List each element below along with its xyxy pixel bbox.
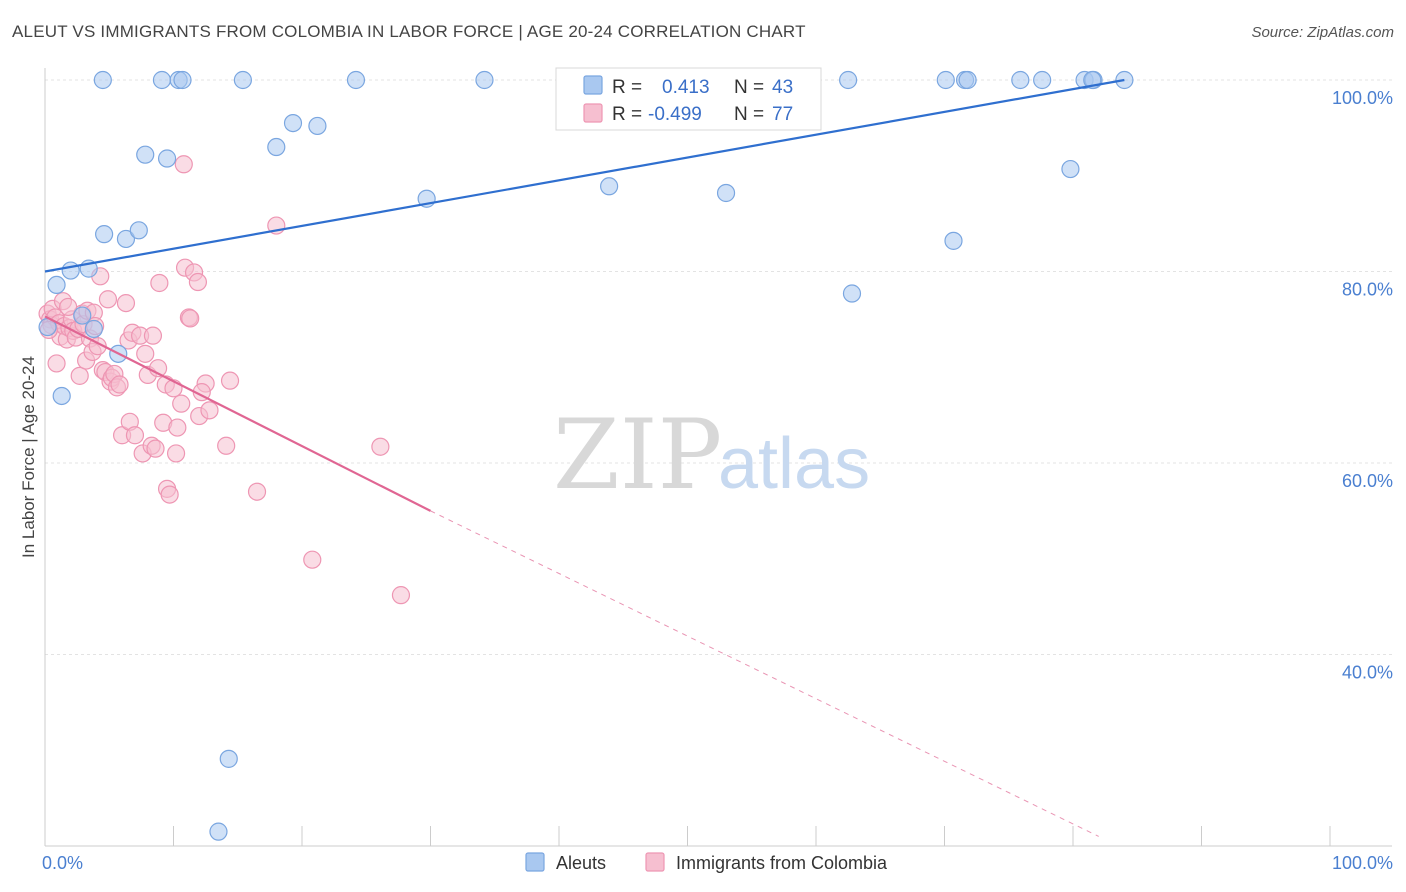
colombia-trend-line-extension — [430, 510, 1099, 837]
aleut-trend-line — [44, 78, 1125, 273]
legend-n-value-2: 77 — [772, 104, 793, 125]
trend-lines — [44, 78, 1125, 837]
watermark-atlas: atlas — [718, 424, 870, 504]
aleut-point — [47, 275, 66, 295]
aleut-point — [283, 113, 303, 133]
aleut-point — [93, 70, 112, 90]
aleut-point — [346, 70, 366, 90]
colombia-point — [98, 290, 118, 309]
aleut-point — [944, 231, 963, 250]
y-axis-label: In Labor Force | Age 20-24 — [19, 356, 38, 558]
x-tick-label-min: 0.0% — [42, 853, 83, 873]
watermark-zip: ZIP — [553, 399, 722, 511]
aleut-point — [267, 137, 286, 157]
aleut-point — [157, 149, 177, 168]
x-tick-labels: 0.0% 100.0% — [42, 853, 1393, 873]
aleut-point — [219, 749, 238, 768]
aleut-point — [209, 822, 228, 841]
legend-r-label-2: R = — [612, 104, 642, 125]
aleut-point — [1011, 70, 1030, 90]
legend-n-label-1: N = — [734, 77, 764, 98]
aleut-point — [116, 229, 136, 249]
colombia-point — [116, 293, 136, 313]
bottom-legend-swatch-colombia — [645, 852, 665, 872]
legend-box: R = 0.413 N = 43 R = -0.499 N = 77 — [555, 67, 822, 131]
grid-lines — [45, 79, 1392, 655]
colombia-point — [217, 436, 236, 455]
legend-swatch-aleuts — [583, 75, 603, 95]
colombia-point — [172, 394, 191, 413]
colombia-point — [220, 371, 240, 390]
colombia-point — [59, 297, 78, 317]
colombia-point — [181, 309, 200, 328]
colombia-points — [38, 155, 411, 605]
colombia-point — [168, 418, 187, 437]
source-credit: Source: ZipAtlas.com — [1251, 24, 1394, 41]
colombia-point — [136, 344, 155, 363]
aleut-point — [73, 306, 92, 325]
colombia-point — [391, 586, 411, 605]
bottom-legend-aleuts: Aleuts — [556, 853, 606, 873]
colombia-point — [125, 426, 145, 445]
colombia-point — [143, 326, 163, 345]
bottom-legend: Aleuts Immigrants from Colombia — [525, 852, 888, 873]
aleut-point — [958, 70, 977, 90]
y-tick-label-60: 60.0% — [1342, 471, 1393, 491]
aleut-point — [136, 145, 155, 164]
colombia-trend-line — [44, 315, 431, 512]
colombia-point — [110, 375, 129, 394]
colombia-point — [188, 272, 208, 292]
colombia-point — [166, 444, 186, 463]
aleut-point — [936, 70, 955, 90]
colombia-point — [303, 550, 322, 569]
watermark: ZIP atlas — [553, 399, 870, 511]
bottom-legend-swatch-aleuts — [525, 852, 545, 872]
legend-n-value-1: 43 — [772, 77, 793, 98]
legend-r-label-1: R = — [612, 77, 642, 98]
aleut-point — [1033, 70, 1052, 90]
aleut-point — [475, 70, 494, 90]
aleut-point — [173, 70, 192, 90]
aleut-point — [308, 116, 327, 136]
colombia-point — [146, 439, 165, 458]
aleut-point — [152, 70, 172, 90]
aleut-point — [716, 183, 736, 203]
aleut-point — [52, 386, 71, 406]
aleut-points — [38, 70, 1134, 841]
colombia-point — [150, 273, 169, 293]
aleut-point — [600, 177, 619, 196]
aleut-point — [233, 70, 252, 90]
axes — [44, 68, 1392, 847]
aleut-point — [61, 261, 80, 280]
y-tick-labels: 40.0% 60.0% 80.0% 100.0% — [1332, 88, 1393, 683]
legend-n-label-2: N = — [734, 104, 764, 125]
y-tick-label-80: 80.0% — [1342, 280, 1393, 300]
aleut-point — [1061, 159, 1080, 179]
aleut-point — [839, 70, 858, 90]
bottom-legend-colombia: Immigrants from Colombia — [676, 853, 888, 873]
x-tick-label-max: 100.0% — [1332, 853, 1393, 873]
legend-swatch-colombia — [583, 103, 603, 123]
colombia-point — [47, 354, 66, 373]
chart-title: ALEUT VS IMMIGRANTS FROM COLOMBIA IN LAB… — [12, 22, 806, 41]
y-tick-label-40: 40.0% — [1342, 663, 1393, 683]
aleut-point — [129, 221, 148, 240]
aleut-point — [842, 284, 862, 303]
colombia-point — [371, 437, 390, 456]
colombia-point — [174, 155, 193, 174]
colombia-point — [70, 366, 89, 385]
y-tick-label-100: 100.0% — [1332, 88, 1393, 108]
legend-r-value-2: -0.499 — [648, 104, 702, 125]
legend-r-value-1: 0.413 — [662, 77, 710, 98]
colombia-point — [160, 485, 179, 504]
colombia-point — [247, 482, 267, 501]
aleut-point — [84, 319, 103, 339]
colombia-point — [200, 401, 219, 420]
aleut-point — [95, 225, 114, 244]
